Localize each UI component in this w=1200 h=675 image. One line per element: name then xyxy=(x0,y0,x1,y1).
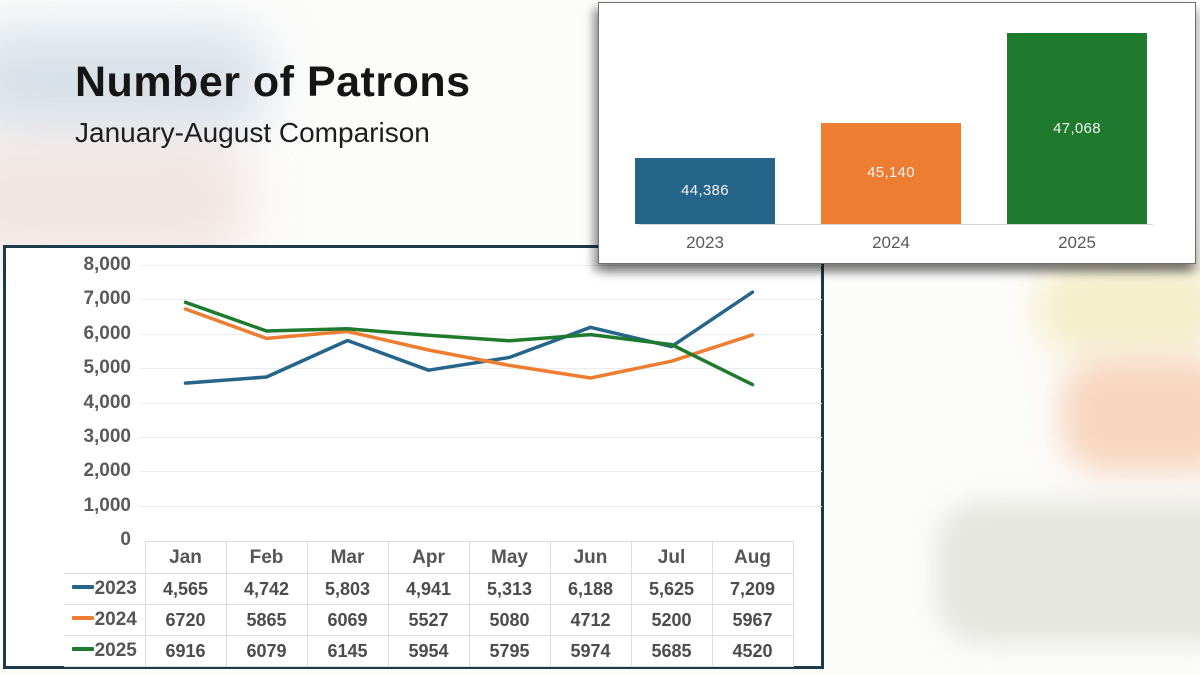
background-blur-logo xyxy=(935,500,1200,645)
month-header: Jul xyxy=(630,541,713,574)
gridline xyxy=(140,402,822,404)
y-axis-tick-label: 3,000 xyxy=(83,425,131,447)
table-row: 2023 4,565 4,742 5,803 4,941 5,313 6,188 5,625 7… xyxy=(64,573,794,605)
y-axis-tick-label: 0 xyxy=(120,529,131,550)
line-series-2024 xyxy=(183,307,755,380)
value-cell: 4,742 xyxy=(225,573,308,605)
y-axis-tick-label: 6,000 xyxy=(83,322,131,344)
series-legend-cell: 2023 xyxy=(64,573,146,605)
bar-category-label: 2024 xyxy=(872,233,910,252)
series-legend-cell: 2024 xyxy=(64,604,146,636)
value-cell: 5795 xyxy=(468,635,551,667)
value-cell: 7,209 xyxy=(711,573,794,605)
gridline xyxy=(140,436,822,438)
month-header: Mar xyxy=(306,541,389,574)
value-cell: 5,803 xyxy=(306,573,389,605)
legend-line-swatch xyxy=(71,646,94,651)
bar-2024: 45,140 xyxy=(821,122,961,224)
bar-chart-panel: 44,386 2023 45,140 2024 47,068 2025 xyxy=(598,2,1196,264)
background-blur-blob-orange xyxy=(1060,358,1200,473)
y-axis-tick-label: 2,000 xyxy=(83,460,131,482)
gridline xyxy=(140,368,822,370)
value-cell: 4,565 xyxy=(144,573,227,605)
month-header: Feb xyxy=(225,541,308,574)
line-chart-panel: Jan Feb Mar Apr May Jun Jul Aug 2023 4,565 4,742 5,… xyxy=(3,245,824,669)
value-cell: 4,941 xyxy=(387,573,470,605)
value-cell: 5865 xyxy=(225,604,308,636)
gridline xyxy=(140,299,822,301)
bar-category-label: 2025 xyxy=(1058,233,1096,252)
bar-2025: 47,068 xyxy=(1007,33,1147,224)
title-block: Number of Patrons January-August Compari… xyxy=(75,58,471,149)
gridline xyxy=(140,505,822,507)
value-cell: 6079 xyxy=(225,635,308,667)
value-cell: 5685 xyxy=(630,635,713,667)
bar-2023: 44,386 xyxy=(635,157,775,224)
bar-value-label: 47,068 xyxy=(1053,119,1101,137)
month-header: Jan xyxy=(144,541,227,574)
value-cell: 6145 xyxy=(306,635,389,667)
value-cell: 5080 xyxy=(468,604,551,636)
month-header: Jun xyxy=(549,541,632,574)
y-axis-tick-label: 5,000 xyxy=(83,357,131,379)
month-header: May xyxy=(468,541,551,574)
value-cell: 5967 xyxy=(711,604,794,636)
table-header-row: Jan Feb Mar Apr May Jun Jul Aug xyxy=(64,541,794,574)
value-cell: 4520 xyxy=(711,635,794,667)
line-series-2025 xyxy=(183,300,755,387)
bar-value-label: 45,140 xyxy=(867,164,915,182)
value-cell: 5974 xyxy=(549,635,632,667)
y-axis-tick-label: 7,000 xyxy=(83,288,131,310)
gridline xyxy=(140,265,822,266)
month-header: Aug xyxy=(711,541,794,574)
month-header: Apr xyxy=(387,541,470,574)
table-row: 2025 6916 6079 6145 5954 5795 5974 5685 4520 xyxy=(64,635,794,667)
page-title: Number of Patrons xyxy=(75,58,471,106)
y-axis-tick-label: 1,000 xyxy=(83,494,131,516)
value-cell: 5,625 xyxy=(630,573,713,605)
series-legend-cell: 2025 xyxy=(64,635,146,667)
line-chart-data-table: Jan Feb Mar Apr May Jun Jul Aug 2023 4,565 4,742 5,… xyxy=(64,541,794,667)
legend-line-swatch xyxy=(71,615,94,620)
bar-category-label: 2023 xyxy=(686,233,724,252)
legend-line-swatch xyxy=(71,584,94,589)
table-row: 2024 6720 5865 6069 5527 5080 4712 5200 5967 xyxy=(64,604,794,636)
gridline xyxy=(140,471,822,473)
value-cell: 6720 xyxy=(144,604,227,636)
background-blur-blob-yellow xyxy=(1035,262,1200,357)
value-cell: 5954 xyxy=(387,635,470,667)
value-cell: 6,188 xyxy=(549,573,632,605)
line-chart-plot xyxy=(183,290,755,387)
value-cell: 6916 xyxy=(144,635,227,667)
y-axis-tick-label: 8,000 xyxy=(83,254,131,275)
y-axis-tick-label: 4,000 xyxy=(83,391,131,413)
gridline xyxy=(140,333,822,335)
page-subtitle: January-August Comparison xyxy=(75,117,430,148)
value-cell: 5527 xyxy=(387,604,470,636)
bar-value-label: 44,386 xyxy=(681,181,729,199)
bar-chart-baseline xyxy=(639,224,1153,225)
background-blur-blob-pink xyxy=(0,140,250,260)
